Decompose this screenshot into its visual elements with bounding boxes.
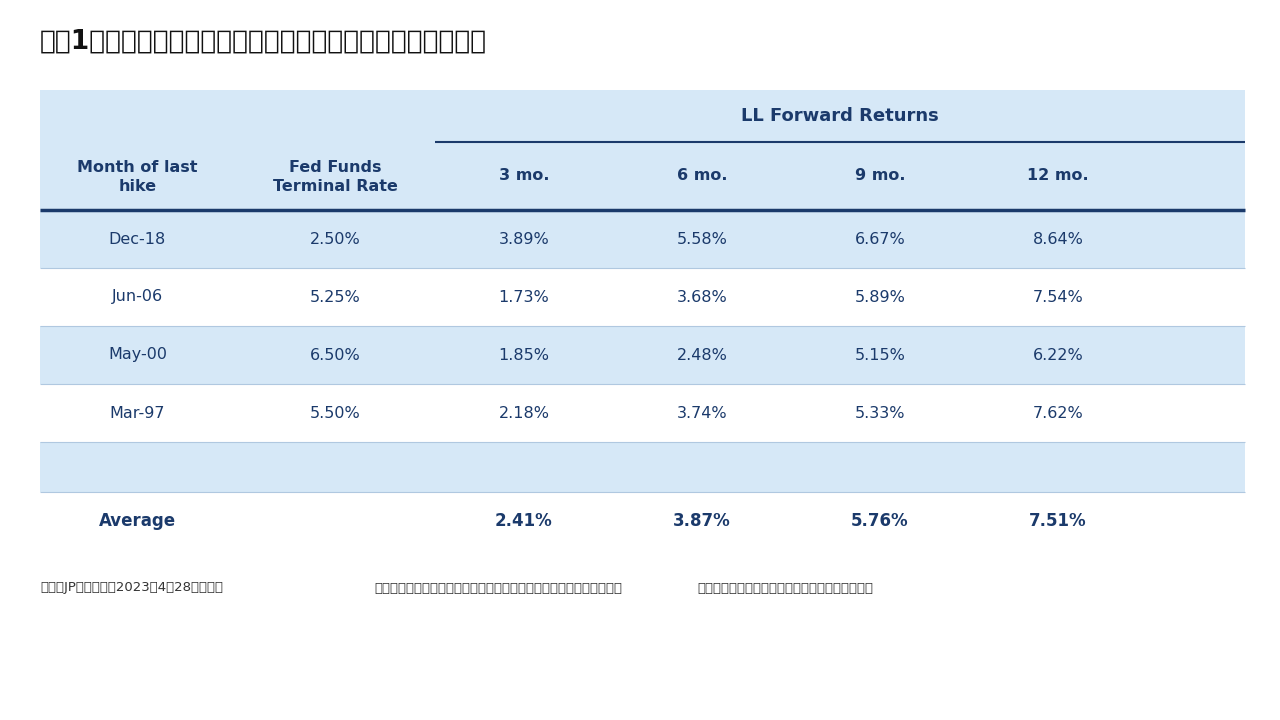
Text: 5.76%: 5.76% <box>851 512 909 530</box>
Text: Fed Funds: Fed Funds <box>289 161 381 176</box>
Text: 7.54%: 7.54% <box>1033 289 1083 305</box>
Text: 2.41%: 2.41% <box>495 512 553 530</box>
Text: 2.18%: 2.18% <box>498 405 549 420</box>
Text: 3.68%: 3.68% <box>677 289 727 305</box>
Text: hike: hike <box>119 179 156 194</box>
Text: 3.89%: 3.89% <box>499 232 549 246</box>
Text: 6 mo.: 6 mo. <box>677 168 727 184</box>
Text: Month of last: Month of last <box>77 161 197 176</box>
Bar <box>40 268 1245 326</box>
Text: 5.25%: 5.25% <box>310 289 361 305</box>
Text: LL Forward Returns: LL Forward Returns <box>741 107 938 125</box>
Text: Terminal Rate: Terminal Rate <box>273 179 397 194</box>
Text: 3.87%: 3.87% <box>673 512 731 530</box>
Text: 6.67%: 6.67% <box>855 232 905 246</box>
Text: 1.85%: 1.85% <box>498 348 549 362</box>
Text: 5.15%: 5.15% <box>855 348 905 362</box>
Text: 5.33%: 5.33% <box>855 405 905 420</box>
Text: 7.62%: 7.62% <box>1033 405 1083 420</box>
Text: 9 mo.: 9 mo. <box>855 168 905 184</box>
Text: 6.22%: 6.22% <box>1033 348 1083 362</box>
Text: 図表1：過去における利上げ停止後のバンクローンのリターン: 図表1：過去における利上げ停止後のバンクローンのリターン <box>40 29 488 55</box>
Text: May-00: May-00 <box>108 348 166 362</box>
Text: 出所：JPモルガン。2023年4月28日現在。: 出所：JPモルガン。2023年4月28日現在。 <box>40 582 223 595</box>
Text: 過去のパフォーマンスは将来の成果を保証するものではありません。: 過去のパフォーマンスは将来の成果を保証するものではありません。 <box>374 582 622 595</box>
Text: 3 mo.: 3 mo. <box>499 168 549 184</box>
Text: 6.50%: 6.50% <box>310 348 361 362</box>
Text: Average: Average <box>99 512 177 530</box>
Text: 5.50%: 5.50% <box>310 405 361 420</box>
Text: Jun-06: Jun-06 <box>111 289 163 305</box>
Text: 1.73%: 1.73% <box>499 289 549 305</box>
Bar <box>40 90 1245 550</box>
Text: 2.50%: 2.50% <box>310 232 361 246</box>
Text: Mar-97: Mar-97 <box>110 405 165 420</box>
Text: 7.51%: 7.51% <box>1029 512 1087 530</box>
Text: 8.64%: 8.64% <box>1033 232 1083 246</box>
Text: Dec-18: Dec-18 <box>109 232 166 246</box>
Text: 5.58%: 5.58% <box>677 232 727 246</box>
Text: インデックスに直接投資することはできません。: インデックスに直接投資することはできません。 <box>698 582 874 595</box>
Bar <box>40 492 1245 550</box>
Bar <box>40 384 1245 442</box>
Text: 3.74%: 3.74% <box>677 405 727 420</box>
Text: 2.48%: 2.48% <box>677 348 727 362</box>
Text: 12 mo.: 12 mo. <box>1027 168 1089 184</box>
Text: 5.89%: 5.89% <box>855 289 905 305</box>
